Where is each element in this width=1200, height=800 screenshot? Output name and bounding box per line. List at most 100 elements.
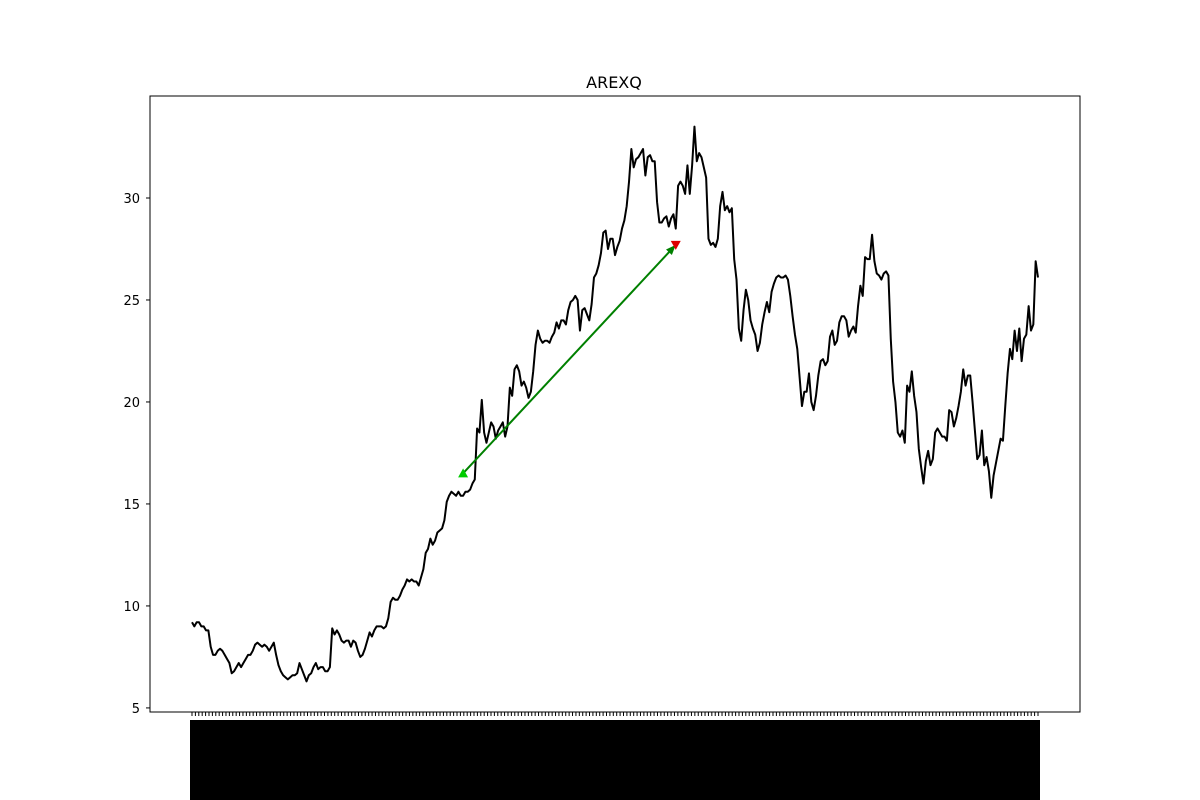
x-tick-label bbox=[264, 720, 269, 800]
x-tick-label bbox=[954, 720, 959, 800]
x-tick-label bbox=[957, 720, 962, 800]
x-tick-label bbox=[866, 720, 871, 800]
x-tick-label bbox=[400, 720, 405, 800]
x-tick-label bbox=[383, 720, 388, 800]
x-tick-label bbox=[889, 720, 894, 800]
x-tick-label bbox=[951, 720, 956, 800]
x-tick-label bbox=[543, 720, 548, 800]
x-tick-label bbox=[706, 720, 711, 800]
y-axis: 5 10 15 20 25 30 bbox=[123, 192, 150, 717]
x-tick-label bbox=[478, 720, 483, 800]
x-tick-label bbox=[210, 720, 215, 800]
x-tick-label bbox=[726, 720, 731, 800]
x-tick-label bbox=[798, 720, 803, 800]
x-tick-label bbox=[618, 720, 623, 800]
x-tick-label bbox=[223, 720, 228, 800]
x-tick-label bbox=[754, 720, 758, 800]
x-tick-label bbox=[475, 720, 480, 800]
x-tick-label bbox=[638, 720, 643, 800]
x-tick-label bbox=[247, 720, 252, 800]
x-tick-label bbox=[1036, 720, 1040, 800]
x-tick-label bbox=[240, 720, 245, 800]
x-tick-label bbox=[1008, 720, 1013, 800]
x-tick-label bbox=[730, 720, 735, 800]
x-tick-label bbox=[196, 720, 201, 800]
trade-arrow bbox=[462, 244, 677, 475]
x-tick-label bbox=[1019, 720, 1024, 800]
x-tick-label bbox=[295, 720, 300, 800]
x-tick-label bbox=[774, 720, 779, 800]
x-tick-label bbox=[777, 720, 782, 800]
x-tick-label bbox=[692, 720, 697, 800]
x-tick-label bbox=[560, 720, 565, 800]
x-tick-label bbox=[590, 720, 595, 800]
x-tick-label bbox=[570, 720, 575, 800]
x-tick-label bbox=[893, 720, 898, 800]
x-tick-label bbox=[1025, 720, 1030, 800]
x-tick-label bbox=[641, 720, 646, 800]
x-tick-label bbox=[533, 720, 538, 800]
x-tick-label bbox=[859, 720, 864, 800]
x-tick-label bbox=[519, 720, 524, 800]
x-tick-label bbox=[366, 720, 371, 800]
y-tick-label: 20 bbox=[123, 396, 140, 411]
y-tick-label: 25 bbox=[123, 294, 140, 309]
x-tick-label bbox=[468, 720, 473, 800]
x-tick-label bbox=[397, 720, 402, 800]
x-tick-label bbox=[811, 720, 816, 800]
x-tick-label bbox=[652, 720, 657, 800]
x-tick-label bbox=[689, 720, 694, 800]
x-tick-label bbox=[723, 720, 728, 800]
x-tick-label bbox=[556, 720, 561, 800]
x-tick-label bbox=[747, 720, 752, 800]
x-tick-label bbox=[607, 720, 612, 800]
y-tick-label: 30 bbox=[123, 192, 140, 207]
x-tick-label bbox=[750, 720, 755, 800]
x-tick-label bbox=[553, 720, 558, 800]
x-tick-label bbox=[635, 720, 640, 800]
x-tick-label bbox=[244, 720, 249, 800]
x-tick-label bbox=[906, 720, 911, 800]
x-tick-label bbox=[237, 720, 242, 800]
x-tick-label bbox=[587, 720, 592, 800]
x-tick-label bbox=[784, 720, 789, 800]
x-tick-label bbox=[964, 720, 969, 800]
x-tick-label bbox=[621, 720, 626, 800]
x-tick-label bbox=[387, 720, 392, 800]
x-tick-label bbox=[872, 720, 877, 800]
x-tick-label bbox=[509, 720, 514, 800]
x-tick-label bbox=[359, 720, 364, 800]
x-tick-label bbox=[849, 720, 854, 800]
price-line bbox=[191, 125, 1039, 683]
x-tick-label bbox=[488, 720, 493, 800]
x-tick-label bbox=[404, 720, 409, 800]
x-tick-label bbox=[376, 720, 381, 800]
x-tick-label bbox=[227, 720, 232, 800]
x-tick-label bbox=[757, 720, 762, 800]
x-tick-label bbox=[291, 720, 296, 800]
x-tick-label bbox=[573, 720, 578, 800]
x-tick-label bbox=[743, 720, 748, 800]
x-tick-label bbox=[818, 720, 823, 800]
x-tick-label bbox=[665, 720, 670, 800]
x-tick-label bbox=[522, 720, 527, 800]
x-tick-label bbox=[580, 720, 585, 800]
x-tick-label bbox=[305, 720, 310, 800]
x-tick-label bbox=[838, 720, 843, 800]
x-tick-label bbox=[614, 720, 619, 800]
x-tick-label bbox=[675, 720, 680, 800]
x-tick-label bbox=[325, 720, 330, 800]
x-tick-label bbox=[852, 720, 857, 800]
x-tick-label bbox=[315, 720, 320, 800]
x-tick-label bbox=[410, 720, 415, 800]
x-tick-label bbox=[920, 720, 925, 800]
x-tick-label bbox=[828, 720, 833, 800]
x-tick-label bbox=[934, 720, 939, 800]
x-tick-label bbox=[274, 720, 279, 800]
x-tick-label bbox=[628, 720, 633, 800]
x-tick-label bbox=[682, 720, 687, 800]
x-tick-label bbox=[1029, 720, 1034, 800]
x-tick-label bbox=[278, 720, 283, 800]
x-tick-label bbox=[356, 720, 361, 800]
x-tick-label bbox=[298, 720, 303, 800]
